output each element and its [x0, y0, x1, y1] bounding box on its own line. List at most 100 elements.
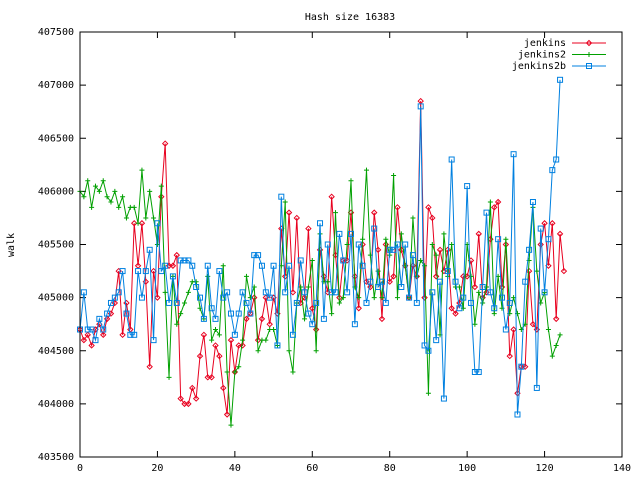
- data-point-jenkins2: [534, 268, 540, 274]
- data-point-jenkins2b: [92, 337, 99, 344]
- data-point-jenkins: [88, 342, 95, 349]
- data-point-jenkins2: [96, 188, 102, 194]
- data-point-jenkins2: [363, 167, 369, 173]
- data-point-jenkins2b: [142, 268, 149, 275]
- data-point-jenkins2b: [394, 241, 401, 248]
- data-point-jenkins2b: [378, 278, 385, 285]
- data-point-jenkins2: [545, 327, 551, 332]
- data-point-jenkins2b: [278, 193, 285, 200]
- data-point-jenkins2: [313, 348, 319, 354]
- series-jenkins2: [77, 167, 563, 428]
- data-point-jenkins: [549, 220, 556, 227]
- data-point-jenkins: [227, 336, 235, 344]
- data-point-jenkins: [529, 320, 537, 328]
- data-point-jenkins2b: [119, 268, 126, 275]
- data-point-jenkins2: [476, 289, 482, 295]
- axis-ticks: 0 20 40 60 80 100 120 140 403500 404000 404500 4050…: [38, 27, 631, 474]
- data-point-jenkins: [119, 331, 126, 339]
- data-point-jenkins2b: [297, 257, 304, 264]
- data-point-jenkins2b: [328, 289, 335, 296]
- x-tick-label: 20: [151, 463, 163, 474]
- x-tick-label: 100: [458, 463, 476, 474]
- data-point-jenkins2: [120, 194, 126, 200]
- data-point-jenkins2: [209, 337, 215, 343]
- data-point-jenkins: [161, 140, 169, 147]
- data-point-jenkins2b: [185, 257, 192, 264]
- data-point-jenkins2b: [355, 241, 362, 248]
- data-point-jenkins2: [410, 215, 416, 221]
- data-point-jenkins2b: [498, 294, 505, 301]
- y-tick-label: 405500: [38, 240, 74, 251]
- data-point-jenkins2: [394, 295, 400, 301]
- data-point-jenkins: [386, 278, 393, 285]
- data-point-jenkins: [448, 305, 455, 312]
- data-point-jenkins2b: [158, 268, 165, 275]
- data-point-jenkins2b: [348, 230, 354, 237]
- data-point-jenkins2b: [553, 156, 560, 163]
- y-tick-label: 405000: [38, 293, 74, 304]
- data-point-jenkins2: [147, 188, 153, 194]
- data-point-jenkins: [378, 315, 386, 323]
- data-point-jenkins2b: [522, 278, 529, 285]
- data-point-jenkins2b: [115, 289, 122, 296]
- data-point-jenkins2: [371, 295, 377, 301]
- data-point-jenkins2b: [111, 294, 118, 301]
- data-point-jenkins: [208, 374, 215, 381]
- data-point-jenkins2: [549, 353, 555, 359]
- data-point-jenkins2b: [506, 299, 513, 306]
- data-point-jenkins2: [449, 242, 455, 247]
- data-point-jenkins2: [456, 284, 462, 290]
- data-point-jenkins: [425, 204, 432, 211]
- data-point-jenkins: [138, 220, 146, 227]
- data-point-jenkins2b: [541, 289, 548, 296]
- data-point-jenkins2b: [421, 342, 428, 349]
- data-point-jenkins2b: [189, 262, 196, 269]
- data-point-jenkins: [429, 214, 436, 222]
- data-point-jenkins2b: [406, 294, 413, 301]
- data-point-jenkins2b: [282, 289, 289, 296]
- data-point-jenkins2b: [382, 299, 389, 306]
- data-point-jenkins2: [236, 364, 242, 370]
- data-point-jenkins2b: [363, 299, 370, 306]
- data-point-jenkins2b: [429, 289, 436, 296]
- data-point-jenkins2b: [197, 294, 204, 301]
- x-tick-label: 80: [384, 463, 396, 474]
- data-point-jenkins2b: [177, 257, 184, 264]
- data-point-jenkins2b: [402, 241, 409, 248]
- data-point-jenkins2b: [266, 294, 273, 301]
- data-point-jenkins2b: [309, 321, 316, 328]
- data-point-jenkins2b: [537, 225, 544, 232]
- data-point-jenkins2: [162, 289, 168, 295]
- x-tick-label: 40: [229, 463, 241, 474]
- data-point-jenkins: [212, 342, 219, 349]
- data-point-jenkins2b: [239, 289, 246, 296]
- data-point-jenkins2: [166, 374, 172, 380]
- data-point-jenkins2b: [502, 326, 509, 333]
- data-point-jenkins2b: [127, 331, 134, 338]
- data-point-jenkins2b: [409, 252, 416, 259]
- y-tick-label: 406500: [38, 133, 74, 144]
- data-point-jenkins2: [151, 215, 157, 221]
- data-point-jenkins: [185, 400, 192, 408]
- data-point-jenkins2: [344, 242, 350, 247]
- data-point-jenkins2b: [243, 299, 250, 306]
- data-point-jenkins: [525, 267, 533, 275]
- data-point-jenkins: [305, 225, 312, 232]
- data-point-jenkins2b: [231, 331, 238, 338]
- data-point-jenkins2b: [452, 278, 459, 285]
- data-point-jenkins: [409, 262, 417, 269]
- data-point-jenkins2b: [166, 299, 173, 306]
- data-point-jenkins2: [286, 348, 292, 354]
- data-point-jenkins2: [480, 300, 486, 306]
- data-point-jenkins2b: [138, 294, 145, 301]
- x-tick-label: 0: [77, 463, 83, 474]
- data-point-jenkins: [560, 267, 568, 275]
- data-point-jenkins: [216, 352, 223, 360]
- data-point-jenkins: [266, 320, 273, 328]
- data-point-jenkins2b: [514, 411, 521, 418]
- data-point-jenkins2b: [258, 262, 265, 269]
- data-point-jenkins2: [425, 390, 431, 396]
- chart-title: Hash size 16383: [305, 12, 395, 23]
- data-point-jenkins: [169, 262, 177, 269]
